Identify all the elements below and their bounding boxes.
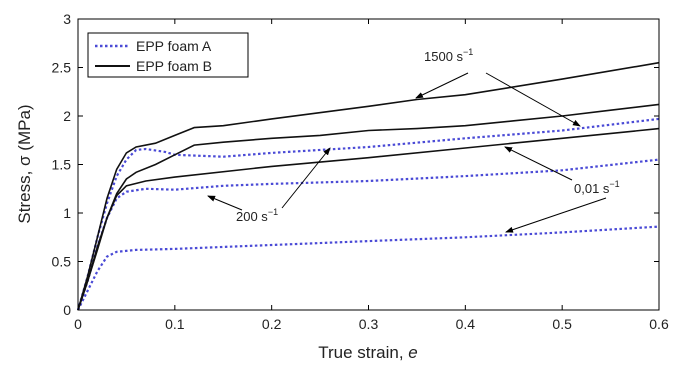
y-axis-label: Stress, σ (MPa) <box>15 104 34 223</box>
svg-text:0,01 s−1: 0,01 s−1 <box>574 179 620 196</box>
y-tick-label: 1.5 <box>52 157 72 173</box>
arrow-001-b <box>504 146 573 181</box>
x-tick-label: 0.2 <box>262 316 282 332</box>
x-tick-label: 0.1 <box>165 316 185 332</box>
x-tick-label: 0.6 <box>649 316 669 332</box>
series-line-foam-b-4 <box>77 103 660 311</box>
series-line-foam-b-3 <box>77 127 660 311</box>
x-tick-label: 0 <box>74 316 82 332</box>
x-tick-label: 0.3 <box>359 316 379 332</box>
x-tick-label: 0.5 <box>552 316 572 332</box>
legend-label-foam-b: EPP foam B <box>136 58 212 74</box>
y-tick-label: 1 <box>63 205 71 221</box>
legend-box <box>87 32 249 78</box>
y-tick-label: 0 <box>63 302 71 318</box>
arrow-1500-b <box>415 72 469 99</box>
arrow-200-b <box>281 147 331 209</box>
svg-text:1500 s−1: 1500 s−1 <box>424 47 473 64</box>
annotation-200: 200 s−1 <box>207 147 331 224</box>
x-tick-label: 0.4 <box>456 316 476 332</box>
series-line-foam-a-0 <box>77 225 660 311</box>
svg-text:200 s−1: 200 s−1 <box>236 207 278 224</box>
y-tick-label: 3 <box>63 11 71 27</box>
y-tick-label: 0.5 <box>52 254 72 270</box>
arrow-1500-a <box>485 72 581 127</box>
arrow-200-a <box>207 195 243 211</box>
y-tick-label: 2.5 <box>52 60 72 76</box>
y-tick-label: 2 <box>63 108 71 124</box>
legend: EPP foam A EPP foam B <box>87 32 249 78</box>
annotation-1500: 1500 s−1 <box>415 47 581 127</box>
series-line-foam-a-2 <box>76 117 660 311</box>
x-axis-label: True strain, e <box>318 343 418 362</box>
legend-label-foam-a: EPP foam A <box>136 38 212 54</box>
annotation-001: 0,01 s−1 <box>504 146 620 233</box>
series-line-foam-b-5 <box>77 61 660 311</box>
arrow-001-a <box>505 197 607 233</box>
series-line-foam-a-1 <box>76 158 660 311</box>
